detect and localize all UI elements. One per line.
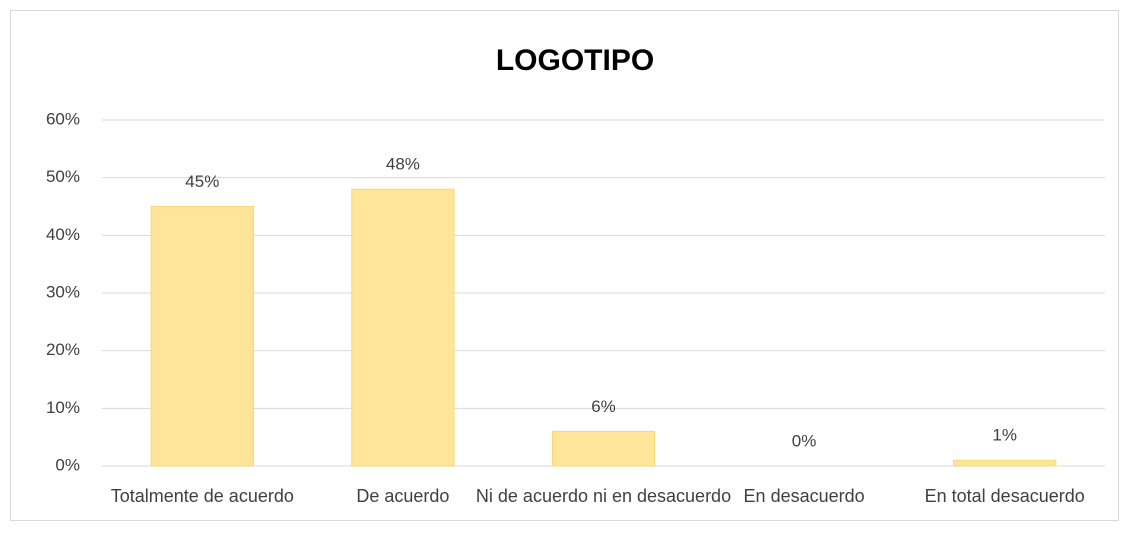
y-tick-label: 0% [55, 455, 80, 474]
data-label: 45% [185, 172, 219, 191]
x-tick-label: En desacuerdo [744, 486, 865, 506]
x-tick-label: En total desacuerdo [925, 486, 1085, 506]
data-label: 1% [992, 426, 1017, 445]
x-tick-label: Ni de acuerdo ni en desacuerdo [476, 486, 731, 506]
bar [953, 459, 1057, 467]
y-tick-label: 10% [46, 398, 80, 417]
data-label: 0% [792, 431, 817, 450]
data-label: 48% [386, 155, 420, 174]
x-tick-label: De acuerdo [356, 486, 449, 506]
y-tick-label: 50% [46, 167, 80, 186]
x-tick-label: Totalmente de acuerdo [111, 486, 294, 506]
bar [150, 206, 254, 467]
y-tick-label: 40% [46, 225, 80, 244]
bar [351, 188, 455, 467]
y-tick-label: 20% [46, 340, 80, 359]
y-tick-label: 30% [46, 282, 80, 301]
chart-title: LOGOTIPO [496, 44, 654, 77]
data-label: 6% [591, 397, 616, 416]
y-tick-label: 60% [46, 109, 80, 128]
bar [551, 430, 656, 467]
